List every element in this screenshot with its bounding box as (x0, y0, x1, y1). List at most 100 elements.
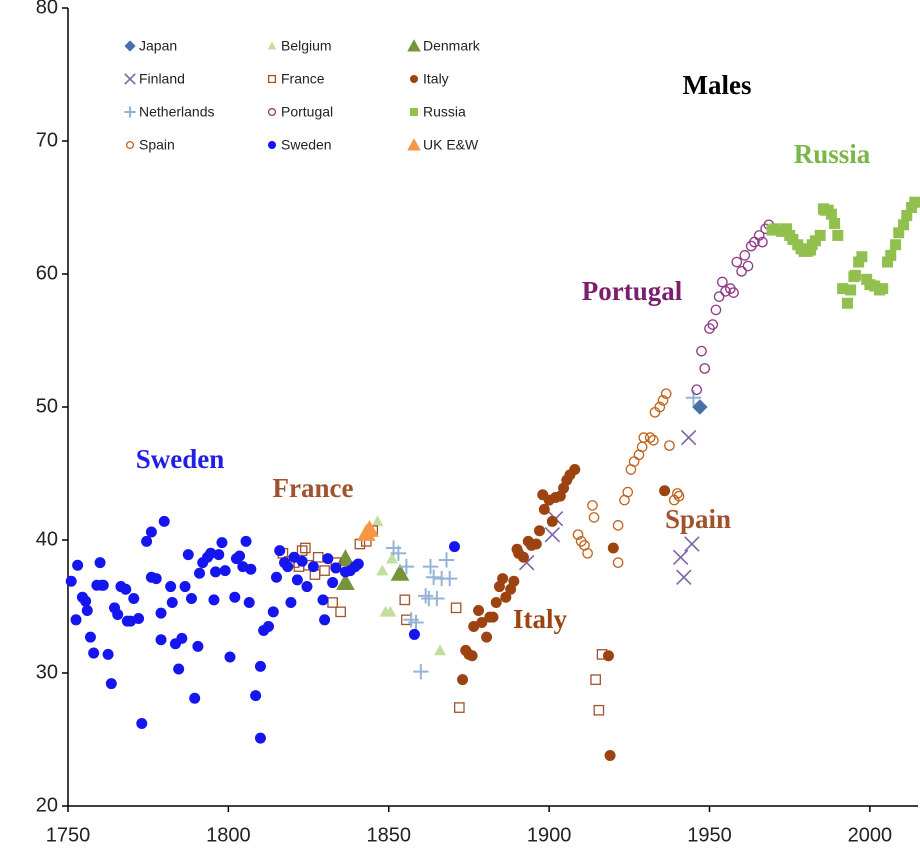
point (136, 718, 148, 730)
point (390, 545, 407, 561)
point (434, 644, 447, 656)
legend: Japan Belgium Denmark Finland France Italy Net… (124, 38, 481, 153)
annotation: Italy (513, 604, 568, 634)
point (141, 535, 153, 547)
legend-label: Spain (139, 137, 175, 153)
point (602, 650, 614, 662)
point (319, 614, 331, 626)
point (72, 559, 84, 571)
point (128, 593, 140, 605)
point (124, 106, 136, 118)
point (243, 597, 255, 609)
point (780, 223, 792, 235)
point (282, 561, 294, 573)
point (274, 545, 286, 557)
point (84, 631, 96, 643)
point (213, 549, 225, 561)
point (517, 551, 529, 563)
point (267, 74, 277, 84)
legend-label: Portugal (281, 104, 333, 120)
point (680, 429, 697, 446)
point (753, 230, 765, 241)
point (453, 702, 465, 713)
point (466, 650, 478, 662)
y-tick-label: 70 (36, 129, 58, 151)
point (120, 583, 132, 595)
point (877, 283, 889, 295)
point (102, 648, 114, 660)
legend-label: France (281, 71, 325, 87)
point (155, 607, 167, 619)
point (267, 107, 277, 117)
point (125, 140, 135, 150)
x-tick-label: 2000 (848, 824, 893, 846)
x-tick-label: 1900 (527, 824, 572, 846)
point (885, 249, 897, 261)
point (399, 594, 411, 606)
point (336, 573, 355, 591)
annotation: Spain (665, 504, 731, 534)
point (909, 196, 920, 208)
point (296, 555, 308, 567)
point (588, 512, 600, 523)
point (210, 566, 222, 578)
point (390, 563, 410, 581)
point (94, 557, 106, 569)
point (80, 595, 92, 607)
point (648, 434, 659, 446)
y-tick-label: 80 (36, 0, 58, 18)
point (676, 569, 692, 585)
legend-label: Japan (139, 38, 177, 54)
point (285, 597, 297, 609)
point (612, 520, 624, 531)
point (534, 525, 546, 537)
point (731, 256, 743, 268)
point (699, 363, 711, 374)
point (158, 515, 170, 527)
x-tick-label: 1800 (206, 824, 251, 846)
x-tick-label: 1750 (46, 824, 91, 846)
point (628, 456, 640, 467)
point (612, 557, 624, 568)
point (684, 536, 700, 552)
legend-label: Netherlands (139, 104, 215, 120)
point (88, 647, 100, 659)
point (898, 219, 910, 231)
y-tick-label: 40 (36, 528, 58, 550)
point (319, 565, 330, 576)
point (105, 678, 117, 690)
point (224, 651, 236, 663)
point (901, 209, 913, 221)
legend-label: Italy (423, 71, 449, 87)
point (413, 663, 429, 680)
point (814, 229, 826, 241)
point (457, 674, 469, 686)
point (707, 319, 719, 330)
point (590, 674, 601, 685)
point (300, 542, 311, 554)
point (124, 40, 136, 52)
point (856, 251, 868, 263)
y-tick-label: 50 (36, 395, 58, 417)
point (150, 573, 162, 585)
point (322, 553, 334, 565)
legend-label: Finland (139, 71, 185, 87)
point (841, 297, 853, 309)
point (189, 692, 201, 704)
point (769, 223, 781, 235)
point (384, 605, 397, 617)
y-tick-label: 30 (36, 661, 58, 683)
legend-label: Denmark (423, 38, 481, 54)
point (291, 574, 303, 586)
point (165, 581, 177, 593)
point (352, 558, 364, 570)
point (327, 577, 339, 589)
point (182, 549, 194, 561)
point (173, 663, 185, 675)
point (410, 108, 418, 116)
point (832, 229, 844, 241)
point (268, 141, 276, 149)
point (692, 399, 708, 415)
point (70, 614, 82, 626)
